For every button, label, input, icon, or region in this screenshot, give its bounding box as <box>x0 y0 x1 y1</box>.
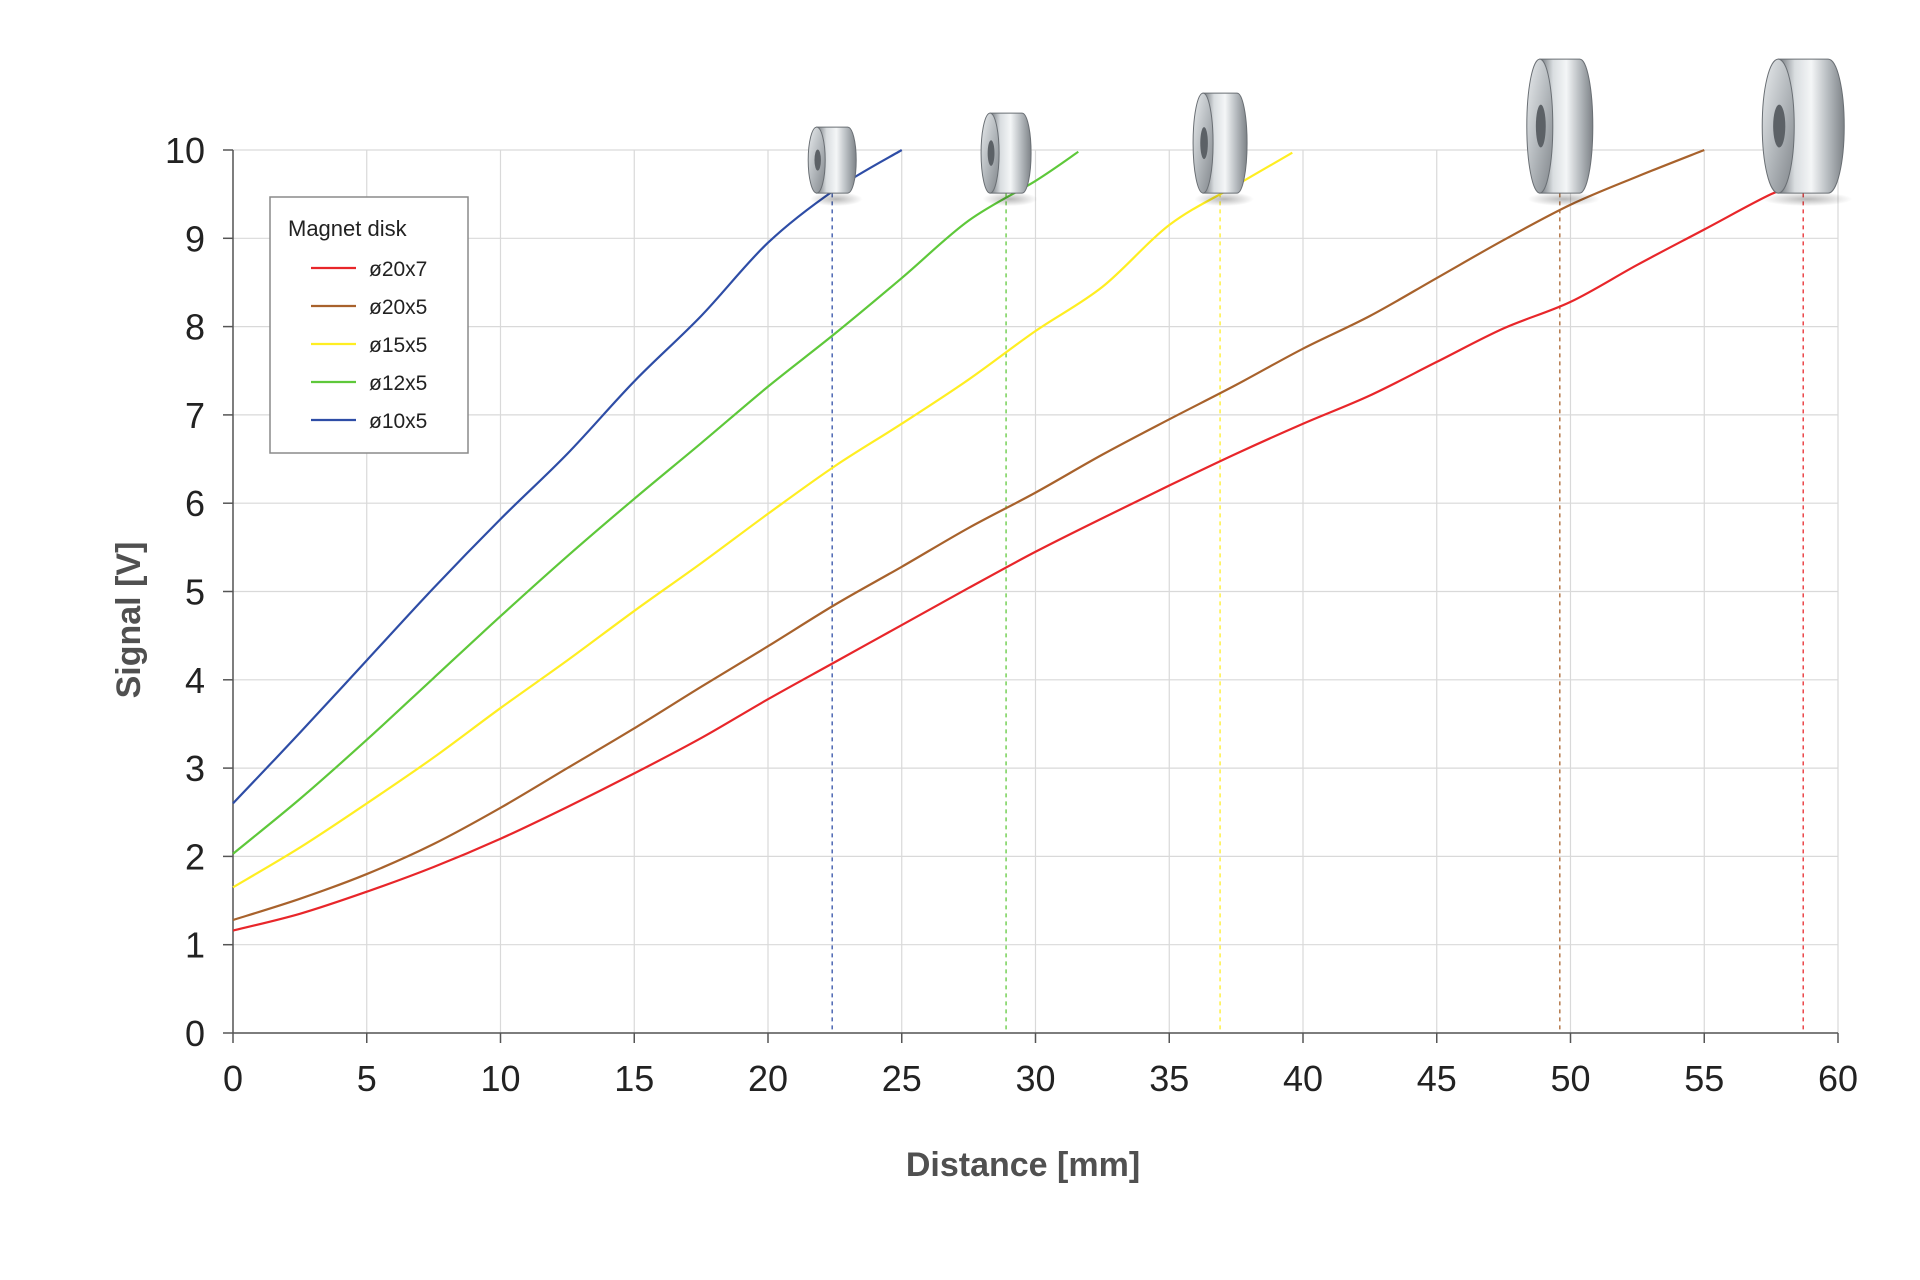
disk-side-2 <box>1202 92 1248 194</box>
x-tick-label-10: 50 <box>1550 1058 1590 1099</box>
x-axis-title: Distance [mm] <box>906 1146 1140 1184</box>
magnet-disk-icon-1 <box>1526 58 1601 207</box>
disk-shadow-1 <box>1527 192 1601 207</box>
series-lines <box>232 148 1839 932</box>
legend-label-0: ø20x7 <box>369 258 427 281</box>
magnet-disk-icon-0 <box>1761 58 1853 207</box>
disk-side-1 <box>1539 58 1594 194</box>
y-tick-label-10: 10 <box>165 130 205 171</box>
x-tick-labels: 0 5 10 15 20 25 30 35 40 45 50 55 60 <box>223 1058 1858 1099</box>
magnet-disk-icon-3 <box>980 112 1038 207</box>
legend: Magnet disk ø20x7 ø20x5 ø15x5 ø12x5 ø10x5 <box>269 196 469 454</box>
disk-hole-3 <box>987 140 995 166</box>
legend-title: Magnet disk <box>288 216 408 241</box>
y-tick-label-5: 5 <box>185 572 205 613</box>
disk-shadow-0 <box>1762 192 1853 207</box>
marker-lines <box>831 185 1804 1033</box>
x-tick-label-12: 60 <box>1818 1058 1858 1099</box>
x-tick-label-3: 15 <box>614 1058 654 1099</box>
legend-label-3: ø12x5 <box>369 372 427 395</box>
axes <box>223 149 1839 1043</box>
x-tick-label-11: 55 <box>1684 1058 1724 1099</box>
y-tick-label-3: 3 <box>185 748 205 789</box>
disk-shadow-4 <box>809 192 863 207</box>
series-line-3 <box>232 150 1079 855</box>
y-tick-label-4: 4 <box>185 660 205 701</box>
disk-side-4 <box>816 126 857 194</box>
legend-label-4: ø10x5 <box>369 410 427 433</box>
series-line-4 <box>232 149 903 805</box>
disk-hole-2 <box>1200 127 1208 160</box>
series-line-0 <box>232 164 1839 932</box>
disk-shadow-3 <box>982 192 1038 207</box>
legend-items: ø20x7 ø20x5 ø15x5 ø12x5 ø10x5 <box>311 258 427 433</box>
y-tick-label-8: 8 <box>185 307 205 348</box>
y-tick-label-9: 9 <box>185 218 205 259</box>
disk-hole-0 <box>1773 104 1786 148</box>
legend-label-1: ø20x5 <box>369 296 427 319</box>
x-tick-label-2: 10 <box>480 1058 520 1099</box>
y-tick-label-2: 2 <box>185 836 205 877</box>
magnet-disk-images <box>807 58 1853 207</box>
y-tick-label-6: 6 <box>185 483 205 524</box>
y-tick-label-7: 7 <box>185 395 205 436</box>
disk-side-0 <box>1777 58 1845 194</box>
x-tick-label-4: 20 <box>748 1058 788 1099</box>
x-tick-label-6: 30 <box>1015 1058 1055 1099</box>
magnet-disk-icon-2 <box>1192 92 1254 207</box>
x-tick-label-5: 25 <box>882 1058 922 1099</box>
series-line-2 <box>232 151 1293 889</box>
y-tick-label-0: 0 <box>185 1013 205 1054</box>
x-tick-label-0: 0 <box>223 1058 243 1099</box>
disk-hole-1 <box>1535 104 1546 148</box>
disk-hole-4 <box>814 149 821 171</box>
disk-side-3 <box>989 112 1032 194</box>
x-tick-label-1: 5 <box>357 1058 377 1099</box>
y-tick-label-1: 1 <box>185 925 205 966</box>
x-tick-label-7: 35 <box>1149 1058 1189 1099</box>
legend-label-2: ø15x5 <box>369 334 427 357</box>
magnet-disk-icon-4 <box>807 126 863 207</box>
grid-lines <box>232 149 1839 1034</box>
x-tick-label-9: 45 <box>1417 1058 1457 1099</box>
y-axis-title: Signal [V] <box>110 542 148 699</box>
y-tick-labels: 0 1 2 3 4 5 6 7 8 9 10 <box>165 130 205 1054</box>
x-tick-label-8: 40 <box>1283 1058 1323 1099</box>
disk-shadow-2 <box>1194 192 1254 207</box>
series-line-1 <box>232 148 1705 922</box>
legend-box <box>269 196 469 454</box>
